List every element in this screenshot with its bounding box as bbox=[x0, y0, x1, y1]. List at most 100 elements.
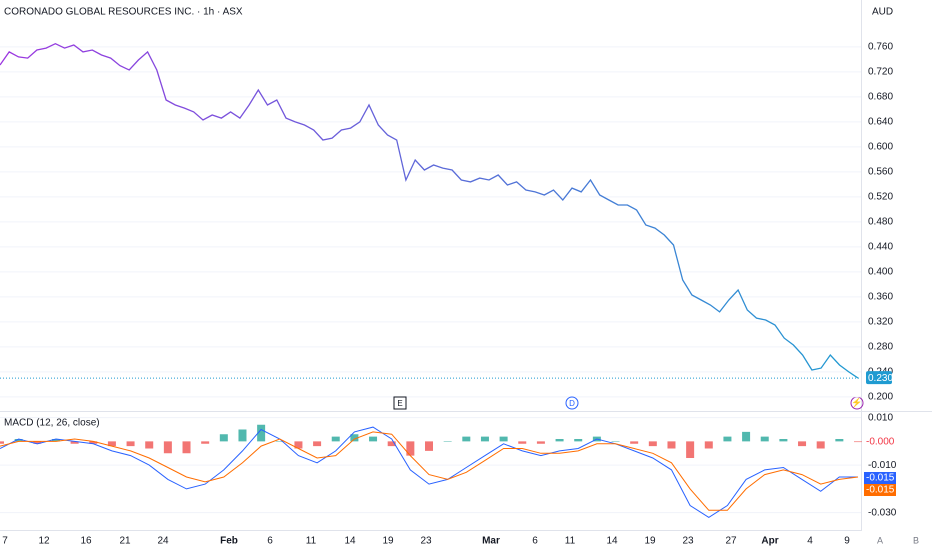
histogram-bar bbox=[480, 436, 489, 442]
y-tick-label: 0.320 bbox=[868, 317, 893, 328]
y-tick-label: 0.280 bbox=[868, 342, 893, 353]
event-label[interactable]: E bbox=[397, 399, 402, 408]
y-tick-label: 0.600 bbox=[868, 142, 893, 153]
histogram-bar bbox=[201, 441, 210, 444]
histogram-bar bbox=[313, 441, 322, 447]
y-tick-label: 0.440 bbox=[868, 242, 893, 253]
x-tick-label: 9 bbox=[844, 536, 850, 547]
histogram-bar bbox=[219, 434, 228, 442]
histogram-bar bbox=[462, 436, 471, 442]
x-tick-label: 16 bbox=[80, 536, 92, 547]
histogram-bar bbox=[89, 441, 98, 444]
histogram-bar bbox=[798, 441, 807, 447]
indicator-title: MACD (12, 26, close) bbox=[4, 418, 100, 429]
currency: AUD bbox=[872, 7, 893, 18]
histogram-bar bbox=[406, 441, 415, 456]
histogram-bar bbox=[555, 438, 564, 442]
corner-button[interactable]: A bbox=[877, 535, 883, 545]
y-tick-label: 0.560 bbox=[868, 167, 893, 178]
x-tick-label: 14 bbox=[606, 536, 618, 547]
histogram-bar bbox=[350, 434, 359, 442]
event-label[interactable]: D bbox=[569, 399, 575, 408]
histogram-bar bbox=[816, 441, 825, 449]
x-tick-label: Feb bbox=[220, 536, 238, 547]
x-tick-label: 11 bbox=[306, 536, 317, 547]
value-label: -0.015 bbox=[866, 473, 895, 484]
histogram-bar bbox=[107, 441, 116, 447]
y-tick-label: 0.520 bbox=[868, 192, 893, 203]
y-tick-label: 0.760 bbox=[868, 42, 893, 53]
x-tick-label: 19 bbox=[382, 536, 394, 547]
histogram-bar bbox=[14, 438, 23, 442]
x-tick-label: 11 bbox=[565, 536, 576, 547]
x-tick-label: 12 bbox=[38, 536, 50, 547]
histogram-bar bbox=[574, 438, 583, 442]
price-line bbox=[0, 42, 859, 379]
histogram-bar bbox=[163, 441, 172, 454]
x-tick-label: 6 bbox=[532, 536, 538, 547]
x-tick-label: 21 bbox=[119, 536, 131, 547]
corner-button[interactable]: B bbox=[913, 535, 919, 545]
histogram-bar bbox=[145, 441, 154, 449]
histogram-bar bbox=[51, 438, 60, 442]
x-tick-label: 27 bbox=[725, 536, 737, 547]
value-box bbox=[864, 472, 896, 484]
x-tick-label: 24 bbox=[157, 536, 169, 547]
histogram-bar bbox=[704, 441, 713, 449]
y-tick-label: 0.360 bbox=[868, 292, 893, 303]
y-tick-label: 0.640 bbox=[868, 117, 893, 128]
histogram-bar bbox=[536, 441, 545, 444]
event-box[interactable] bbox=[393, 396, 407, 410]
histogram-bar bbox=[238, 429, 247, 442]
y-tick-label: 0.680 bbox=[868, 92, 893, 103]
x-tick-label: Mar bbox=[482, 536, 500, 547]
histogram-bar bbox=[630, 441, 639, 444]
histogram-bar bbox=[387, 441, 396, 447]
y-tick-label: -0.030 bbox=[868, 507, 897, 518]
histogram-bar bbox=[257, 424, 266, 442]
histogram-bar bbox=[686, 441, 695, 459]
event-circle[interactable] bbox=[565, 396, 579, 410]
histogram-bar bbox=[275, 441, 284, 442]
x-tick-label: 4 bbox=[807, 536, 813, 547]
lightning-icon[interactable]: ⚡ bbox=[851, 396, 862, 408]
histogram-bar bbox=[499, 436, 508, 442]
histogram-bar bbox=[182, 441, 191, 454]
histogram-bar bbox=[369, 436, 378, 442]
x-tick-label: 6 bbox=[267, 536, 273, 547]
y-tick-label: 0.010 bbox=[868, 412, 893, 423]
macd-line bbox=[0, 426, 858, 518]
histogram-bar bbox=[648, 441, 657, 447]
x-tick-label: 7 bbox=[2, 536, 8, 547]
y-tick-label: 0.720 bbox=[868, 67, 893, 78]
histogram-bar bbox=[835, 438, 844, 442]
y-tick-label: 0.400 bbox=[868, 267, 893, 278]
histogram-bar bbox=[0, 441, 4, 444]
histogram-bar bbox=[70, 441, 79, 444]
chart-title: CORONADO GLOBAL RESOURCES INC. · 1h · AS… bbox=[4, 7, 243, 18]
histogram-bar bbox=[611, 441, 620, 442]
histogram-bar bbox=[443, 441, 452, 442]
y-tick-label: 0.480 bbox=[868, 217, 893, 228]
y-tick-label: 0.200 bbox=[868, 392, 893, 403]
x-tick-label: 23 bbox=[420, 536, 432, 547]
x-tick-label: Apr bbox=[761, 536, 778, 547]
last-price-box bbox=[866, 371, 892, 385]
y-tick-label: -0.010 bbox=[868, 460, 897, 471]
histogram-bar bbox=[425, 441, 433, 451]
histogram-bar bbox=[331, 436, 340, 442]
macd-line bbox=[0, 431, 859, 511]
x-tick-label: 23 bbox=[682, 536, 694, 547]
histogram-bar bbox=[760, 436, 769, 442]
histogram-bar bbox=[126, 441, 135, 447]
last-price-label: 0.230 bbox=[868, 373, 893, 384]
histogram-bar bbox=[518, 441, 527, 444]
histogram-bar bbox=[33, 441, 42, 444]
value-label: -0.000 bbox=[866, 437, 895, 448]
value-label: -0.015 bbox=[866, 485, 895, 496]
histogram-bar bbox=[723, 436, 732, 442]
x-tick-label: 14 bbox=[344, 536, 356, 547]
histogram-bar bbox=[779, 438, 788, 442]
value-box bbox=[864, 484, 896, 496]
